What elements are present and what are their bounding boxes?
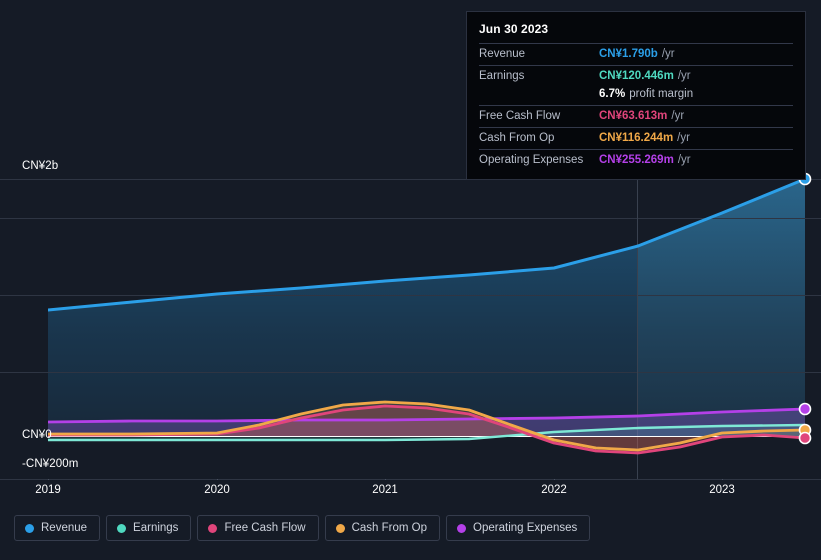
legend-item-operating-expenses[interactable]: Operating Expenses — [446, 515, 591, 541]
legend-label-operating-expenses: Operating Expenses — [473, 522, 578, 534]
tooltip-row-profit-margin: 6.7% profit margin — [479, 87, 793, 105]
series-line-cash-from-op — [48, 400, 805, 452]
legend-label-cash-from-op: Cash From Op — [351, 522, 428, 534]
legend-item-earnings[interactable]: Earnings — [106, 515, 192, 541]
legend-dot-free-cash-flow-icon — [208, 523, 218, 533]
x-axis-tick-2020: 2020 — [204, 484, 230, 496]
legend-label-revenue: Revenue — [41, 522, 88, 534]
tooltip-unit-revenue: /yr — [661, 48, 675, 60]
tooltip-value-earnings: CN¥120.446m — [599, 70, 674, 82]
tooltip-date: Jun 30 2023 — [479, 22, 549, 36]
x-axis-tick-2023: 2023 — [709, 484, 735, 496]
tooltip-value-free-cash-flow: CN¥63.613m — [599, 110, 668, 122]
chart-legend: Revenue Earnings Free Cash Flow Cash Fro… — [14, 515, 591, 541]
series-line-earnings — [48, 423, 805, 442]
series-line-revenue — [48, 177, 805, 312]
tooltip-label-revenue: Revenue — [479, 48, 526, 60]
tooltip-label-free-cash-flow: Free Cash Flow — [479, 110, 561, 122]
legend-dot-cash-from-op-icon — [335, 523, 345, 533]
endpoint-operating-expenses — [798, 402, 812, 416]
tooltip-value-operating-expenses: CN¥255.269m — [599, 154, 674, 166]
tooltip-label-profit-margin: profit margin — [629, 88, 694, 100]
tooltip-label-cash-from-op: Cash From Op — [479, 132, 555, 144]
tooltip-label-earnings: Earnings — [479, 70, 525, 82]
tooltip-row-operating-expenses: Operating Expenses CN¥255.269m /yr — [479, 149, 793, 171]
legend-item-free-cash-flow[interactable]: Free Cash Flow — [197, 515, 319, 541]
chart-tooltip: Jun 30 2023 Revenue CN¥1.790b /yr Earnin… — [466, 11, 806, 180]
x-axis-tick-2021: 2021 — [372, 484, 398, 496]
tooltip-value-revenue: CN¥1.790b — [599, 48, 658, 60]
free-cash-flow-area — [48, 406, 805, 453]
tooltip-unit-operating-expenses: /yr — [677, 154, 691, 166]
x-axis-tick-2019: 2019 — [35, 484, 61, 496]
x-axis-tick-2022: 2022 — [541, 484, 567, 496]
revenue-area-fill — [48, 179, 805, 436]
tooltip-unit-cash-from-op: /yr — [677, 132, 690, 144]
legend-dot-operating-expenses-icon — [457, 523, 467, 533]
tooltip-row-free-cash-flow: Free Cash Flow CN¥63.613m /yr — [479, 105, 793, 127]
tooltip-value-cash-from-op: CN¥116.244m — [599, 132, 674, 144]
x-axis: 2019 2020 2021 2022 2023 — [0, 484, 821, 506]
endpoint-free-cash-flow — [798, 431, 812, 445]
legend-item-revenue[interactable]: Revenue — [14, 515, 101, 541]
tooltip-row-earnings: Earnings CN¥120.446m /yr — [479, 65, 793, 87]
tooltip-row-cash-from-op: Cash From Op CN¥116.244m /yr — [479, 127, 793, 149]
chart-canvas[interactable] — [0, 0, 821, 480]
plot-area[interactable]: CN¥2b CN¥0 -CN¥200m — [0, 0, 821, 480]
legend-dot-revenue-icon — [25, 523, 34, 533]
series-line-operating-expenses — [48, 407, 805, 424]
cash-from-op-area — [48, 402, 805, 450]
tooltip-row-revenue: Revenue CN¥1.790b /yr — [479, 43, 793, 65]
legend-label-free-cash-flow: Free Cash Flow — [224, 522, 306, 534]
legend-dot-earnings-icon — [117, 523, 127, 533]
tooltip-unit-free-cash-flow: /yr — [671, 110, 685, 122]
legend-label-earnings: Earnings — [133, 522, 179, 534]
series-line-free-cash-flow — [48, 404, 805, 455]
legend-item-cash-from-op[interactable]: Cash From Op — [324, 515, 441, 541]
tooltip-label-operating-expenses: Operating Expenses — [479, 154, 584, 166]
tooltip-unit-earnings: /yr — [677, 70, 691, 82]
tooltip-value-profit-margin: 6.7% — [599, 88, 626, 100]
